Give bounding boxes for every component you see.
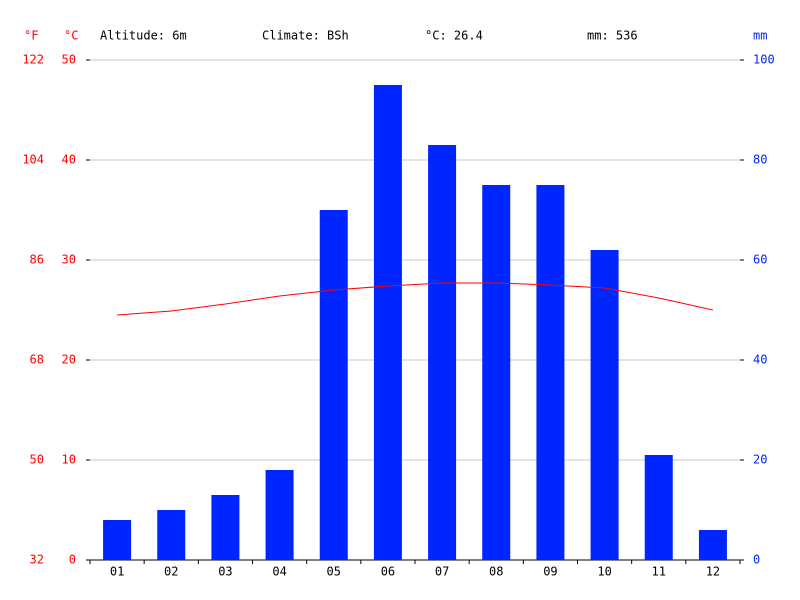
y2-tick-label: 100: [753, 53, 775, 67]
x-tick-label: 02: [164, 565, 178, 579]
bar: [482, 185, 511, 560]
x-tick-label: 12: [706, 565, 720, 579]
header-altitude: Altitude: 6m: [100, 29, 187, 43]
bar: [644, 455, 673, 560]
bar: [428, 145, 457, 560]
y2-tick-label: 80: [753, 153, 767, 167]
x-tick-label: 05: [327, 565, 341, 579]
y-tick-label: 40: [62, 153, 76, 167]
bar: [536, 185, 565, 560]
header-climate: Climate: BSh: [262, 29, 349, 43]
x-tick-label: 08: [489, 565, 503, 579]
y2-tick-label: 20: [753, 453, 767, 467]
bar: [373, 85, 402, 560]
yf-tick-label: 86: [30, 253, 44, 267]
header-precip: mm: 536: [587, 29, 638, 43]
y2-tick-label: 40: [753, 353, 767, 367]
bar: [103, 520, 132, 560]
temperature-line: [117, 282, 714, 316]
x-tick-label: 09: [543, 565, 557, 579]
x-tick-label: 04: [272, 565, 286, 579]
yf-tick-label: 50: [30, 453, 44, 467]
bar: [698, 530, 727, 560]
x-tick-label: 03: [218, 565, 232, 579]
yf-tick-label: 122: [22, 53, 44, 67]
y-unit: °C: [64, 29, 78, 43]
y-tick-label: 0: [69, 553, 76, 567]
bar: [211, 495, 240, 560]
bar: [265, 470, 294, 560]
x-tick-label: 01: [110, 565, 124, 579]
bar: [590, 250, 619, 560]
x-tick-label: 06: [381, 565, 395, 579]
bar: [319, 210, 348, 560]
yf-tick-label: 68: [30, 353, 44, 367]
x-tick-label: 07: [435, 565, 449, 579]
x-tick-label: 10: [597, 565, 611, 579]
x-tick-label: 11: [652, 565, 666, 579]
y-tick-label: 10: [62, 453, 76, 467]
y2-unit: mm: [753, 29, 767, 43]
y2-tick-label: 60: [753, 253, 767, 267]
yf-tick-label: 104: [22, 153, 44, 167]
yf-unit: °F: [24, 29, 38, 43]
bar: [157, 510, 186, 560]
yf-tick-label: 32: [30, 553, 44, 567]
y2-tick-label: 0: [753, 553, 760, 567]
y-tick-label: 20: [62, 353, 76, 367]
y-tick-label: 30: [62, 253, 76, 267]
header-temp: °C: 26.4: [425, 29, 483, 43]
y-tick-label: 50: [62, 53, 76, 67]
